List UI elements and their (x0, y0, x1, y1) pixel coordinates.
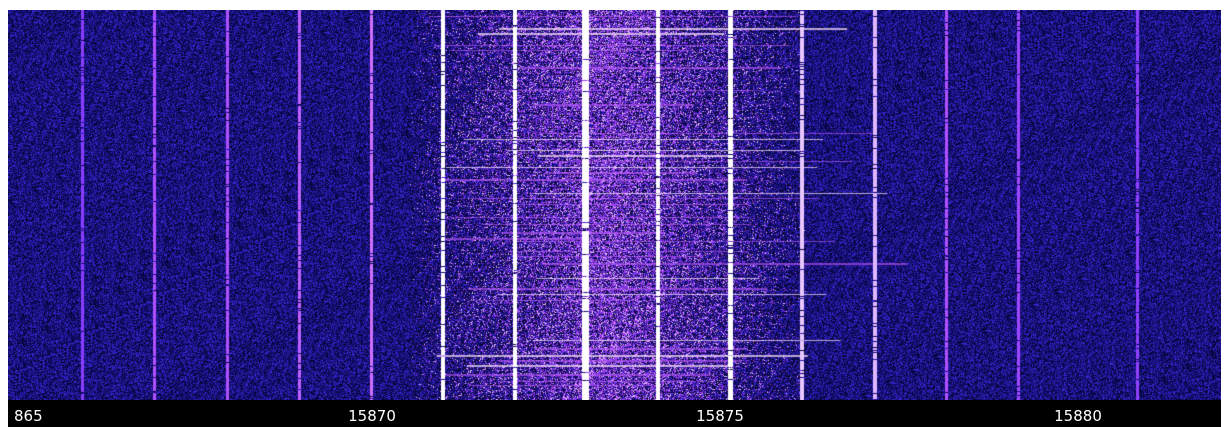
spectrogram-canvas (8, 10, 1221, 400)
spectrogram-waterfall (8, 10, 1221, 400)
frequency-label: 15870 (348, 407, 396, 425)
frequency-label: 15880 (1054, 407, 1102, 425)
frequency-label: 15875 (696, 407, 744, 425)
frequency-label: 865 (14, 407, 43, 425)
frequency-scale: 865 15870 15875 15880 (8, 400, 1221, 427)
